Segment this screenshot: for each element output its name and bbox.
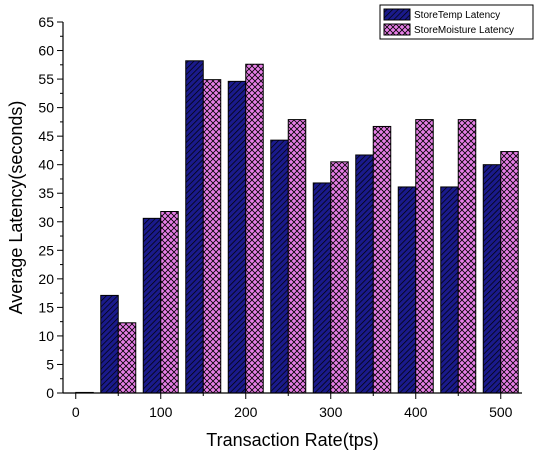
y-tick-label-45: 45	[38, 128, 54, 144]
y-tick-label-60: 60	[38, 43, 54, 59]
x-tick-label-200: 200	[234, 404, 258, 420]
bar-series1-400	[415, 119, 434, 394]
bar-series0-300	[312, 182, 332, 394]
legend-swatch-storemoisture	[383, 23, 411, 36]
x-tick-label-500: 500	[489, 404, 513, 420]
legend: StoreTemp Latency StoreMoisture Latency	[379, 4, 534, 40]
x-tick-label-300: 300	[319, 404, 343, 420]
y-tick-label-10: 10	[38, 328, 54, 344]
bar-series1-50	[117, 322, 137, 394]
y-tick-label-50: 50	[38, 100, 54, 116]
bar-series1-450	[457, 119, 477, 394]
y-tick-label-5: 5	[46, 356, 54, 372]
y-axis-title: Average Latency(seconds)	[6, 101, 26, 315]
y-tick-label-55: 55	[38, 71, 54, 87]
bar-series0-350	[355, 154, 374, 394]
legend-swatch-storetemp	[383, 8, 411, 21]
legend-label-storemoisture: StoreMoisture Latency	[414, 25, 514, 36]
bar-series0-500	[482, 164, 502, 394]
bar-series1-500	[500, 151, 519, 394]
x-tick-label-400: 400	[404, 404, 428, 420]
bar-series0-100	[142, 217, 162, 394]
legend-label-storetemp: StoreTemp Latency	[414, 10, 500, 21]
bar-series0-200	[227, 80, 247, 394]
x-ticks-group: 0 100 200 300 400 500	[72, 393, 513, 420]
y-tick-label-25: 25	[38, 242, 54, 258]
bar-series0-50	[100, 294, 119, 394]
bar-series1-200	[245, 63, 264, 394]
bar-series0-250	[270, 139, 289, 394]
bar-series1-300	[330, 161, 349, 394]
y-tick-label-35: 35	[38, 185, 54, 201]
y-tick-label-15: 15	[38, 299, 54, 315]
bar-series0-450	[440, 186, 459, 394]
y-tick-label-0: 0	[46, 385, 54, 401]
bar-series0-150	[185, 60, 204, 394]
x-axis-title: Transaction Rate(tps)	[206, 430, 378, 450]
x-tick-label-0: 0	[72, 404, 80, 420]
bar-series1-100	[160, 211, 179, 394]
bar-series0-400	[397, 186, 417, 394]
y-ticks-group: 0 5 10 15 20 25 30 35 40 45 50 55 60 65	[38, 14, 63, 401]
bar-series1-250	[287, 119, 307, 394]
bar-series1-150	[202, 79, 222, 394]
y-tick-label-30: 30	[38, 214, 54, 230]
y-tick-label-40: 40	[38, 157, 54, 173]
y-tick-label-65: 65	[38, 14, 54, 30]
bar-series1-350	[372, 125, 392, 394]
bars-group	[75, 60, 519, 394]
y-tick-label-20: 20	[38, 271, 54, 287]
x-tick-label-100: 100	[149, 404, 173, 420]
